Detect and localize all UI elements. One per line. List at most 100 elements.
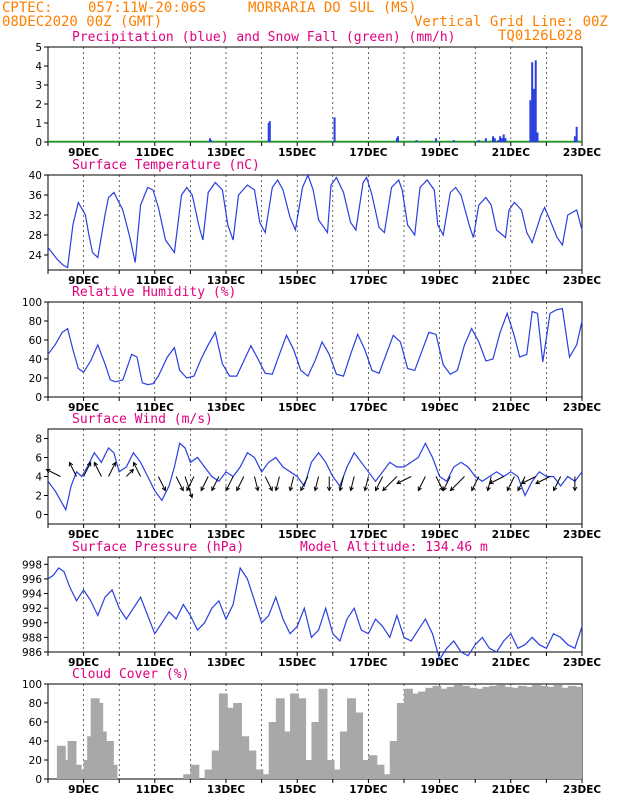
wind-vector-head	[382, 486, 387, 492]
cloud-bar	[311, 722, 321, 779]
wind-vector	[157, 476, 166, 491]
wind-vector	[108, 462, 116, 477]
precip-bar	[497, 140, 500, 142]
wind-vector	[264, 476, 273, 491]
rh-x-tick-label: 15DEC	[278, 402, 317, 414]
wind-vector-head	[268, 486, 273, 492]
wind-vector-head	[488, 479, 494, 485]
wind-vector-head	[338, 486, 344, 492]
cloud-x-tick-label: 19DEC	[420, 784, 459, 796]
precip-bar	[268, 121, 271, 142]
cloud-bar	[503, 686, 513, 779]
wind-vector	[83, 462, 92, 477]
cloud-bar	[204, 769, 214, 779]
panel-subtitle-pressure: Model Altitude: 134.46 m	[300, 540, 488, 555]
wind-vector-head	[471, 486, 476, 492]
cloud-bar	[104, 741, 114, 779]
precip-x-tick-label: 11DEC	[136, 147, 175, 159]
wind-x-tick-label: 23DEC	[563, 529, 602, 541]
wind-vector	[350, 476, 355, 491]
cloud-bar	[339, 731, 349, 779]
rh-x-tick-label: 13DEC	[207, 402, 246, 414]
wind-vector	[442, 476, 451, 491]
cloud-bar	[304, 760, 314, 779]
cloud-bar	[411, 693, 421, 779]
precip-y-tick-label: 4	[35, 61, 42, 73]
pressure-y-tick-label: 996	[22, 574, 42, 586]
pressure-x-tick-label: 13DEC	[207, 657, 246, 669]
wind-x-tick-label: 13DEC	[207, 529, 246, 541]
cloud-bar	[453, 684, 463, 779]
wind-vector-head	[288, 486, 294, 492]
pressure-y-tick-label: 992	[22, 603, 42, 615]
precip-bar	[484, 138, 487, 142]
panel-title-temp: Surface Temperature (nC)	[72, 158, 260, 173]
wind-vector	[211, 476, 220, 491]
cloud-bar	[108, 764, 118, 779]
wind-vector	[225, 476, 234, 491]
temp-y-tick-label: 24	[29, 250, 43, 262]
wind-y-tick-label: 6	[35, 453, 42, 465]
cloud-bar	[62, 760, 72, 779]
precip-bar	[536, 132, 539, 142]
pressure-x-tick-label: 19DEC	[420, 657, 459, 669]
cloud-bar	[553, 684, 563, 779]
cloud-bar	[325, 760, 335, 779]
rh-x-tick-label: 19DEC	[420, 402, 459, 414]
wind-vector	[506, 476, 515, 491]
precip-x-tick-label: 9DEC	[68, 147, 99, 159]
cloud-x-tick-label: 21DEC	[492, 784, 531, 796]
rh-y-tick-label: 0	[35, 392, 42, 404]
precip-bar	[477, 140, 480, 142]
cloud-bar	[78, 769, 88, 779]
wind-vector-head	[506, 486, 511, 492]
wind-vector-head	[517, 486, 522, 492]
wind-vector	[275, 476, 280, 491]
precip-bar	[333, 117, 336, 142]
precip-bar	[452, 140, 455, 142]
cloud-bar	[560, 687, 570, 779]
wind-vector	[375, 476, 384, 491]
wind-vector-head	[449, 486, 455, 492]
cloud-bar	[290, 693, 299, 779]
wind-vector	[69, 462, 77, 477]
precip-bar	[208, 138, 211, 142]
cloud-bar	[368, 755, 378, 779]
precip-bar	[396, 136, 399, 142]
precip-x-tick-label: 15DEC	[278, 147, 317, 159]
rh-x-tick-label: 9DEC	[68, 402, 99, 414]
cloud-bar	[404, 688, 413, 779]
rh-series-line	[47, 307, 583, 386]
precip-x-tick-label: 13DEC	[207, 147, 246, 159]
wind-vector-head	[188, 493, 194, 499]
cloud-bar	[574, 686, 582, 779]
cloud-y-tick-label: 40	[29, 736, 42, 748]
panel-title-precip: Precipitation (blue) and Snow Fall (gree…	[72, 30, 456, 45]
temp-x-tick-label: 17DEC	[349, 275, 388, 287]
wind-vector	[339, 476, 344, 491]
rh-y-tick-label: 60	[29, 335, 42, 347]
precip-bar	[500, 138, 503, 142]
wind-vector-head	[349, 486, 354, 492]
precip-bar	[395, 138, 398, 142]
pressure-x-tick-label: 23DEC	[563, 657, 602, 669]
cloud-bar	[97, 731, 107, 779]
cloud-bar	[318, 688, 328, 779]
wind-x-tick-label: 21DEC	[492, 529, 531, 541]
pressure-x-tick-label: 15DEC	[278, 657, 317, 669]
temp-y-tick-label: 40	[29, 170, 42, 182]
wind-vector-head	[87, 461, 92, 467]
cloud-bar	[460, 685, 470, 779]
wind-vector-head	[363, 486, 368, 492]
cloud-x-tick-label: 9DEC	[68, 784, 99, 796]
wind-y-tick-label: 4	[35, 472, 42, 484]
wind-vector-head	[200, 486, 205, 492]
wind-vector	[553, 476, 562, 491]
pressure-series-line	[47, 566, 583, 661]
pressure-y-tick-label: 994	[22, 589, 42, 601]
temp-y-tick-label: 28	[29, 230, 42, 242]
wind-vector	[93, 462, 102, 477]
cloud-bar	[496, 684, 506, 779]
cloud-bar	[396, 703, 406, 779]
precip-x-tick-label: 19DEC	[420, 147, 459, 159]
